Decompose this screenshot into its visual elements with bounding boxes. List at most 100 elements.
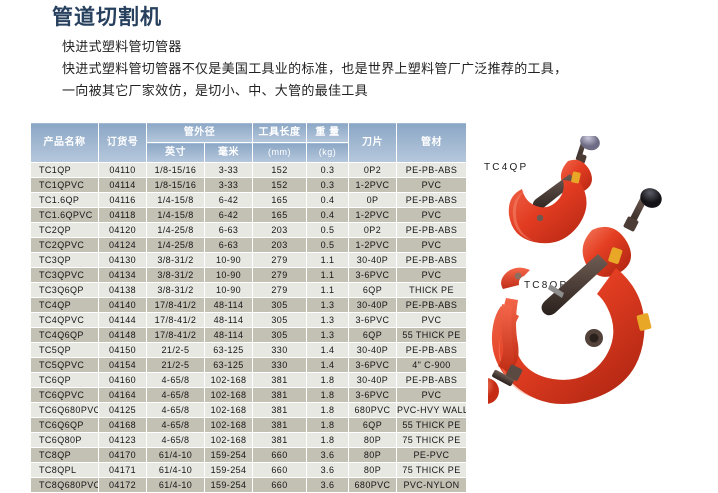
header-outer-diameter: 管外径 [146, 122, 253, 143]
cell-mm: 102-168 [204, 402, 253, 418]
cell-product-name: TC1.6QP [30, 192, 99, 208]
cell-blade: 1-2PVC [348, 237, 397, 253]
cell-order-number: 04154 [98, 357, 147, 373]
cell-weight: 3.6 [306, 447, 349, 463]
product-image-tc4qp [508, 136, 628, 271]
cell-inch: 17/8-41/2 [146, 297, 205, 313]
cell-tool-length: 152 [252, 177, 307, 193]
cell-blade: 3-6PVC [348, 267, 397, 283]
cell-material: 55 THICK PE [396, 327, 467, 343]
cell-material: 75 THICK PE [396, 462, 467, 478]
cell-inch: 3/8-31/2 [146, 267, 205, 283]
cell-weight: 1.8 [306, 432, 349, 448]
cell-blade: 1-2PVC [348, 207, 397, 223]
cell-material: THICK PE [396, 282, 467, 298]
cell-material: PE-PB-ABS [396, 252, 467, 268]
cell-tool-length: 305 [252, 312, 307, 328]
cell-weight: 0.5 [306, 237, 349, 253]
cell-inch: 21/2-5 [146, 342, 205, 358]
cell-order-number: 04125 [98, 402, 147, 418]
cell-weight: 0.4 [306, 192, 349, 208]
cell-blade: 30-40P [348, 342, 397, 358]
table-row: TC5QP 04150 21/2-5 63-125 330 1.4 30-40P PE-PB-… [30, 342, 467, 358]
table-row: TC3QP 04130 3/8-31/2 10-90 279 1.1 30-40P PE-PB… [30, 252, 467, 268]
cell-weight: 0.3 [306, 177, 349, 193]
table-row: TC3Q6QP 04138 3/8-31/2 10-90 279 1.1 6QP THICK … [30, 282, 467, 298]
cell-inch: 4-65/8 [146, 372, 205, 388]
cell-mm: 63-125 [204, 342, 253, 358]
cell-order-number: 04170 [98, 447, 147, 463]
cell-order-number: 04148 [98, 327, 147, 343]
product-photo-area: TC4QP TC8QP [466, 126, 718, 480]
cell-inch: 4-65/8 [146, 432, 205, 448]
cell-order-number: 04116 [98, 192, 147, 208]
cell-weight: 1.4 [306, 357, 349, 373]
cell-tool-length: 381 [252, 387, 307, 403]
cell-blade: 30-40P [348, 297, 397, 313]
cell-weight: 1.8 [306, 387, 349, 403]
cell-weight: 1.3 [306, 297, 349, 313]
cell-material: PE-PB-ABS [396, 192, 467, 208]
cell-tool-length: 165 [252, 207, 307, 223]
cell-mm: 6-42 [204, 192, 253, 208]
table-row: TC4QP 04140 17/8-41/2 48-114 305 1.3 30-40P PE-… [30, 297, 467, 313]
cell-weight: 1.1 [306, 252, 349, 268]
cell-mm: 3-33 [204, 177, 253, 193]
cell-material: PVC [396, 267, 467, 283]
cell-material: PE-PB-ABS [396, 297, 467, 313]
cell-tool-length: 660 [252, 462, 307, 478]
cell-mm: 63-125 [204, 357, 253, 373]
cell-product-name: TC6Q680PVC [30, 402, 99, 418]
cell-material: PE-PB-ABS [396, 162, 467, 178]
cell-material: PE-PVC [396, 447, 467, 463]
table-row: TC5QPVC 04154 21/2-5 63-125 330 1.4 3-6PVC 4" C… [30, 357, 467, 373]
cell-inch: 61/4-10 [146, 462, 205, 478]
page-title: 管道切割机 [52, 6, 162, 29]
table-body: TC1QP 04110 1/8-15/16 3-33 152 0.3 0P2 PE-PB-AB… [30, 162, 467, 493]
cell-order-number: 04130 [98, 252, 147, 268]
cell-material: PVC [396, 207, 467, 223]
cell-tool-length: 203 [252, 222, 307, 238]
cell-order-number: 04124 [98, 237, 147, 253]
header-weight-unit: (kg) [306, 142, 349, 163]
header-tool-length-unit: (mm) [252, 142, 307, 163]
cell-product-name: TC6Q80P [30, 432, 99, 448]
table-row: TC6Q80P 04123 4-65/8 102-168 381 1.8 80P 75 THI… [30, 432, 467, 448]
cell-tool-length: 381 [252, 432, 307, 448]
cell-order-number: 04150 [98, 342, 147, 358]
cell-material: PE-PB-ABS [396, 342, 467, 358]
header-product-name: 产品名称 [30, 122, 99, 163]
page-header: 管道切割机 快进式塑料管切管器 快进式塑料管切管器不仅是美国工具业的标准，也是世… [52, 4, 652, 102]
cell-product-name: TC8QP [30, 447, 99, 463]
cell-product-name: TC5QPVC [30, 357, 99, 373]
cell-weight: 1.3 [306, 312, 349, 328]
table-row: TC8QP 04170 61/4-10 159-254 660 3.6 80P PE-PVC [30, 447, 467, 463]
table-row: TC6QP 04160 4-65/8 102-168 381 1.8 30-40P PE-PB… [30, 372, 467, 388]
cell-tool-length: 381 [252, 372, 307, 388]
header-weight: 重 量 [306, 122, 349, 143]
cell-product-name: TC2QP [30, 222, 99, 238]
cell-mm: 10-90 [204, 252, 253, 268]
cell-order-number: 04164 [98, 387, 147, 403]
cell-order-number: 04144 [98, 312, 147, 328]
product-image-tc8qp [488, 188, 718, 478]
cell-inch: 1/4-15/8 [146, 192, 205, 208]
cell-blade: 80P [348, 447, 397, 463]
cell-weight: 1.8 [306, 402, 349, 418]
cell-mm: 102-168 [204, 432, 253, 448]
cell-product-name: TC1QPVC [30, 177, 99, 193]
cell-material: PVC-HVY WALL [396, 402, 467, 418]
cell-weight: 3.6 [306, 462, 349, 478]
table-row: TC1.6QP 04116 1/4-15/8 6-42 165 0.4 0P PE-PB-AB… [30, 192, 467, 208]
cell-blade: 3-6PVC [348, 312, 397, 328]
cell-order-number: 04123 [98, 432, 147, 448]
table-row: TC1QPVC 04114 1/8-15/16 3-33 152 0.3 1-2PVC PVC [30, 177, 467, 193]
cell-weight: 0.4 [306, 207, 349, 223]
cell-material: PE-PB-ABS [396, 372, 467, 388]
cell-order-number: 04138 [98, 282, 147, 298]
cell-blade: 30-40P [348, 252, 397, 268]
page-subtitle: 快进式塑料管切管器 [62, 39, 182, 54]
cell-tool-length: 279 [252, 267, 307, 283]
cell-inch: 4-65/8 [146, 417, 205, 433]
cell-product-name: TC3QPVC [30, 267, 99, 283]
